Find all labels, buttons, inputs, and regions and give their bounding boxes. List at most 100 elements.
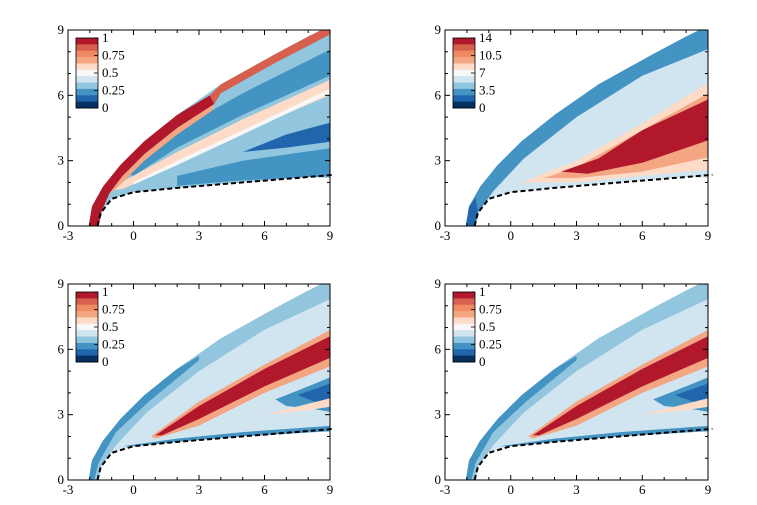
colorbar-swatch	[453, 323, 475, 331]
region-wall-layer	[499, 425, 708, 447]
y-tick-label: 9	[435, 276, 442, 291]
colorbar-swatch	[76, 304, 98, 312]
colorbar-swatch	[453, 317, 475, 325]
colorbar-swatch	[453, 355, 475, 363]
region-band-red	[155, 336, 330, 436]
colorbar-swatch	[76, 69, 98, 77]
x-tick-label: 3	[196, 228, 203, 243]
colorbar-label: 7	[479, 65, 486, 80]
y-tick-label: 6	[435, 87, 442, 102]
colorbar-swatch	[453, 57, 475, 64]
region-shock-fade	[209, 30, 330, 104]
colorbar-swatch	[453, 330, 475, 338]
colorbar-swatch	[453, 95, 475, 103]
region-blue-shock	[88, 284, 330, 480]
region-streak	[105, 79, 330, 192]
colorbar-swatch	[76, 82, 98, 90]
colorbar-label: 0.75	[479, 302, 502, 317]
x-tick-label: 0	[508, 482, 515, 497]
x-tick-label: 9	[327, 228, 334, 243]
body-dashed-line	[473, 427, 713, 481]
region-blue-shock	[465, 30, 708, 226]
colorbar-label: 0.5	[102, 319, 118, 334]
colorbar-swatch	[76, 63, 98, 71]
colorbar-label: 1	[102, 284, 109, 299]
colorbar-label: 10.5	[479, 48, 502, 63]
y-tick-label: 0	[435, 218, 442, 233]
x-tick-label: -3	[63, 482, 74, 497]
colorbar-swatch	[76, 298, 98, 306]
x-tick-label: -3	[63, 228, 74, 243]
colorbar-swatch	[76, 95, 98, 103]
region-streak-core	[133, 88, 330, 185]
colorbar-legend: 14 10.5 7 3.5 0	[452, 30, 502, 115]
contour-field	[88, 284, 330, 480]
colorbar-swatch	[453, 342, 475, 350]
x-tick-label: 0	[130, 228, 137, 243]
colorbar-swatch	[453, 44, 475, 52]
region-core-red	[561, 99, 708, 174]
colorbar-swatch	[453, 82, 475, 90]
y-tick-label: 6	[58, 341, 65, 356]
colorbar-label: 3.5	[479, 83, 495, 98]
x-tick-label: 0	[508, 228, 515, 243]
colorbar-label: 1	[102, 30, 109, 45]
colorbar-legend: 1 0.75 0.5 0.25 0	[452, 284, 502, 369]
colorbar-legend: 1 0.75 0.5 0.25 0	[75, 284, 125, 369]
y-tick-label: 6	[435, 341, 442, 356]
colorbar-label: 0.5	[479, 319, 495, 334]
colorbar-swatch	[453, 76, 475, 84]
region-pink-streak	[642, 398, 708, 415]
y-tick-label: 3	[58, 153, 65, 168]
x-tick-label: 3	[573, 228, 580, 243]
y-tick-label: 9	[58, 22, 65, 37]
x-tick-label: 3	[196, 482, 203, 497]
x-tick-label: 6	[261, 482, 268, 497]
body-dashed-line	[96, 427, 335, 481]
colorbar-label: 0	[479, 354, 486, 369]
contour-field	[88, 30, 330, 226]
contour-field	[465, 284, 708, 480]
x-tick-label: 9	[705, 228, 712, 243]
region-blue-edge	[465, 355, 577, 480]
x-tick-label: -3	[440, 482, 451, 497]
y-tick-label: 0	[58, 218, 65, 233]
colorbar-label: 1	[479, 284, 486, 299]
colorbar-swatch	[76, 76, 98, 84]
body-dashed-line	[473, 173, 713, 227]
colorbar-swatch	[76, 57, 98, 64]
region-dblue-nose	[465, 197, 478, 226]
region-band-red	[532, 336, 708, 436]
colorbar-legend: 1 0.75 0.5 0.25 0	[75, 30, 125, 115]
colorbar-swatch	[76, 50, 98, 58]
region-blue-edge	[88, 355, 199, 480]
colorbar-label: 14	[479, 30, 493, 45]
colorbar-label: 0.25	[102, 337, 125, 352]
colorbar-swatch	[76, 336, 98, 344]
colorbar-label: 0.25	[102, 83, 125, 98]
y-tick-label: 0	[435, 472, 442, 487]
contour-field	[465, 30, 708, 226]
colorbar-label: 0	[102, 100, 109, 115]
colorbar-swatch	[453, 304, 475, 312]
colorbar-swatch	[453, 349, 475, 357]
body-dashed-line	[96, 173, 335, 227]
x-tick-label: 9	[327, 482, 334, 497]
colorbar-swatch	[76, 44, 98, 52]
colorbar-swatch	[76, 311, 98, 318]
colorbar-swatch	[453, 336, 475, 344]
colorbar-swatch	[76, 349, 98, 357]
colorbar-swatch	[76, 355, 98, 363]
y-tick-label: 3	[58, 407, 65, 422]
region-blue-lower	[177, 148, 330, 186]
x-tick-label: 6	[639, 482, 646, 497]
region-pocket-core	[675, 383, 708, 404]
colorbar-swatch	[76, 342, 98, 350]
x-tick-label: 0	[130, 482, 137, 497]
x-tick-label: -3	[440, 228, 451, 243]
region-pocket-core	[297, 383, 330, 404]
colorbar-swatch	[453, 69, 475, 77]
colorbar-swatch	[453, 311, 475, 318]
